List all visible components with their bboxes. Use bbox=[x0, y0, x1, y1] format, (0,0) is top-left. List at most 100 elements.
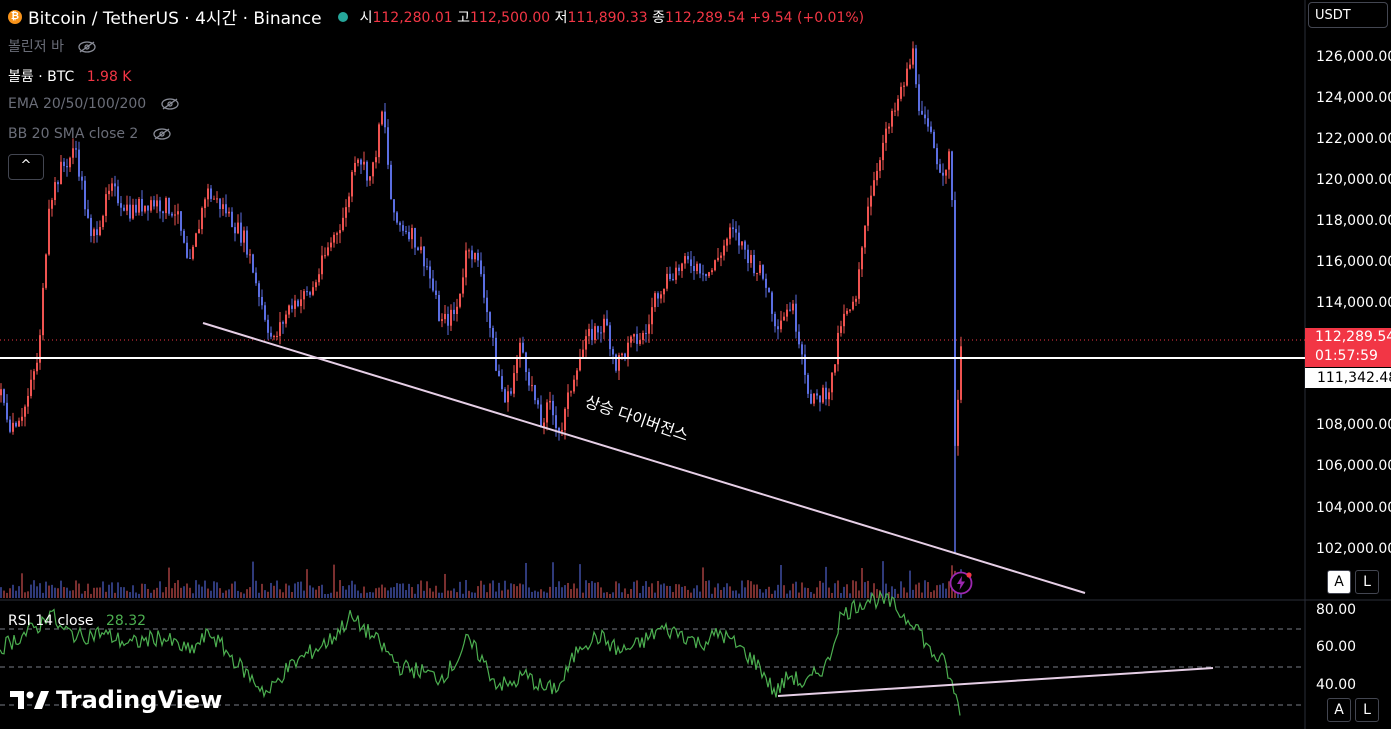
candle-body bbox=[903, 85, 905, 87]
volume-bar bbox=[843, 586, 845, 598]
volume-bar bbox=[66, 587, 68, 598]
volume-bar bbox=[612, 592, 614, 598]
volume-bar bbox=[207, 588, 209, 598]
volume-bar bbox=[456, 592, 458, 598]
candle-body bbox=[63, 161, 65, 167]
candle-body bbox=[663, 288, 665, 295]
candle-body bbox=[690, 259, 692, 266]
volume-bar bbox=[846, 584, 848, 598]
volume-bar bbox=[138, 593, 140, 598]
candle-body bbox=[651, 307, 653, 325]
horizontal-level-tag[interactable]: 111,342.48 bbox=[1305, 368, 1391, 388]
legend-bollinger[interactable]: 볼린저 바 bbox=[8, 36, 97, 56]
candle-body bbox=[519, 342, 521, 359]
auto-scale-button[interactable]: A bbox=[1327, 570, 1351, 594]
candle-body bbox=[657, 293, 659, 299]
volume-bar bbox=[948, 581, 950, 598]
candle-body bbox=[738, 232, 740, 246]
candle-body bbox=[597, 326, 599, 333]
candle-body bbox=[612, 349, 614, 355]
candle-body bbox=[942, 172, 944, 176]
volume-bar bbox=[150, 592, 152, 598]
volume-bar bbox=[339, 580, 341, 598]
eye-hidden-icon[interactable] bbox=[153, 128, 171, 140]
volume-bar bbox=[495, 591, 497, 598]
candle-body bbox=[387, 127, 389, 165]
volume-bar bbox=[387, 590, 389, 598]
volume-bar bbox=[153, 589, 155, 598]
candle-body bbox=[384, 111, 386, 128]
volume-bar bbox=[924, 580, 926, 598]
candle-body bbox=[714, 260, 716, 271]
candle-body bbox=[885, 128, 887, 143]
candle-body bbox=[99, 226, 101, 236]
volume-bar bbox=[591, 581, 593, 598]
candle-body bbox=[480, 260, 482, 275]
candle-body bbox=[108, 190, 110, 195]
eye-hidden-icon[interactable] bbox=[160, 98, 179, 110]
rsi-auto-scale-button[interactable]: A bbox=[1327, 698, 1351, 722]
volume-bar bbox=[876, 589, 878, 598]
candle-body bbox=[939, 164, 941, 173]
symbol-title[interactable]: Bitcoin / TetherUS · 4시간 · Binance bbox=[28, 9, 322, 29]
volume-bar bbox=[297, 581, 299, 598]
candle-body bbox=[549, 400, 551, 403]
volume-bar bbox=[246, 589, 248, 598]
volume-bar bbox=[429, 588, 431, 598]
volume-bar bbox=[942, 583, 944, 598]
volume-bar bbox=[321, 584, 323, 598]
volume-bar bbox=[792, 583, 794, 598]
candle-body bbox=[57, 182, 59, 185]
volume-bar bbox=[576, 588, 578, 598]
price-axis-label: 120,000.00 bbox=[1316, 172, 1391, 188]
candle-body bbox=[123, 207, 125, 211]
volume-bar bbox=[633, 581, 635, 598]
candle-body bbox=[321, 255, 323, 275]
candle-body bbox=[627, 342, 629, 359]
candle-body bbox=[723, 245, 725, 256]
candle-body bbox=[858, 269, 860, 299]
candle-body bbox=[540, 404, 542, 428]
candle-body bbox=[558, 427, 560, 432]
candle-body bbox=[906, 68, 908, 86]
candle-body bbox=[807, 374, 809, 394]
volume-bar bbox=[750, 581, 752, 598]
volume-bar bbox=[819, 580, 821, 598]
symbol-header[interactable]: ₿ Bitcoin / TetherUS · 4시간 · Binance 시11… bbox=[8, 4, 864, 29]
volume-bar bbox=[723, 587, 725, 598]
volume-bar bbox=[255, 580, 257, 598]
candle-body bbox=[372, 162, 374, 177]
lightning-alert-icon[interactable] bbox=[949, 571, 973, 595]
candle-body bbox=[897, 98, 899, 111]
volume-bar bbox=[12, 584, 14, 598]
candle-body bbox=[795, 303, 797, 332]
candle-body bbox=[531, 385, 533, 387]
candle-body bbox=[378, 124, 380, 158]
candle-body bbox=[75, 148, 77, 150]
rsi-log-scale-button[interactable]: L bbox=[1355, 698, 1379, 722]
volume-bar bbox=[681, 586, 683, 598]
currency-select[interactable]: USDT bbox=[1308, 2, 1388, 28]
volume-bar bbox=[345, 589, 347, 598]
eye-hidden-icon[interactable] bbox=[78, 41, 97, 53]
volume-bar bbox=[606, 592, 608, 598]
volume-bar bbox=[93, 587, 95, 598]
candle-body bbox=[105, 194, 107, 216]
legend-volume[interactable]: 볼륨 · BTC 1.98 K bbox=[8, 69, 132, 85]
candle-body bbox=[918, 84, 920, 111]
collapse-legend-button[interactable]: ^ bbox=[8, 154, 44, 180]
volume-bar bbox=[132, 585, 134, 598]
rsi-legend[interactable]: RSI 14 close 28.32 bbox=[8, 613, 147, 629]
legend-bb[interactable]: BB 20 SMA close 2 bbox=[8, 126, 171, 142]
candle-body bbox=[42, 287, 44, 336]
legend-ema[interactable]: EMA 20/50/100/200 bbox=[8, 96, 179, 112]
volume-bar bbox=[60, 580, 62, 598]
candle-body bbox=[204, 199, 206, 209]
candle-body bbox=[639, 339, 641, 344]
volume-bar bbox=[129, 592, 131, 598]
log-scale-button[interactable]: L bbox=[1355, 570, 1379, 594]
volume-bar bbox=[111, 582, 113, 598]
volume-bar bbox=[213, 581, 215, 598]
volume-bar bbox=[582, 592, 584, 598]
